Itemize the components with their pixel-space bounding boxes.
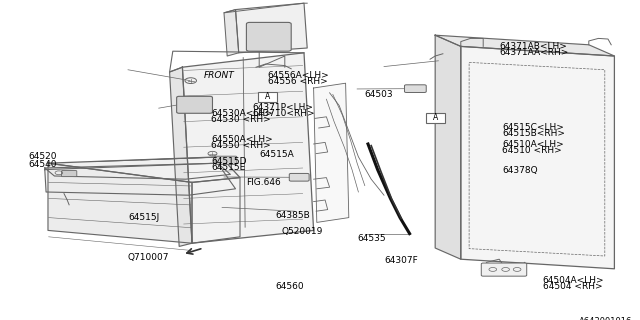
- Text: A: A: [265, 92, 270, 101]
- Text: 64535: 64535: [357, 234, 386, 243]
- FancyBboxPatch shape: [404, 85, 426, 92]
- Text: 64504A<LH>: 64504A<LH>: [543, 276, 604, 285]
- Text: 64371P<LH>: 64371P<LH>: [253, 103, 314, 112]
- Polygon shape: [45, 163, 236, 195]
- Polygon shape: [48, 157, 240, 182]
- FancyBboxPatch shape: [246, 22, 291, 51]
- Text: FIG.646: FIG.646: [246, 178, 281, 187]
- FancyBboxPatch shape: [289, 173, 309, 181]
- Polygon shape: [461, 46, 614, 269]
- Text: 64385B: 64385B: [275, 211, 310, 220]
- Text: 64515J: 64515J: [128, 213, 159, 222]
- Text: 64520: 64520: [29, 152, 58, 161]
- Text: 64530A<LH>: 64530A<LH>: [211, 109, 273, 118]
- Text: Q710007: Q710007: [128, 253, 170, 262]
- FancyBboxPatch shape: [61, 171, 77, 177]
- Polygon shape: [314, 83, 349, 222]
- Text: A: A: [433, 113, 438, 122]
- Polygon shape: [182, 53, 314, 243]
- Polygon shape: [45, 163, 230, 179]
- Text: 64515E: 64515E: [211, 163, 246, 172]
- Text: 64510 <RH>: 64510 <RH>: [502, 146, 562, 155]
- Text: Q520019: Q520019: [282, 227, 323, 236]
- Polygon shape: [435, 35, 461, 259]
- FancyBboxPatch shape: [177, 96, 212, 113]
- FancyBboxPatch shape: [215, 156, 237, 164]
- Text: 64556 <RH>: 64556 <RH>: [268, 77, 327, 86]
- Text: 64560: 64560: [275, 282, 304, 291]
- Text: 64556A<LH>: 64556A<LH>: [268, 71, 329, 80]
- Text: 64515A: 64515A: [259, 150, 294, 159]
- Text: 64540: 64540: [29, 160, 58, 169]
- Polygon shape: [224, 10, 239, 56]
- Text: 643710<RH>: 643710<RH>: [253, 109, 316, 118]
- Text: 64515D: 64515D: [211, 157, 246, 166]
- Text: 64307F: 64307F: [384, 256, 418, 265]
- Text: 64510A<LH>: 64510A<LH>: [502, 140, 564, 149]
- FancyBboxPatch shape: [481, 263, 527, 276]
- FancyBboxPatch shape: [426, 113, 445, 123]
- Text: 64371AB<LH>: 64371AB<LH>: [499, 42, 567, 51]
- Polygon shape: [435, 35, 614, 56]
- Polygon shape: [236, 3, 307, 53]
- Text: 64371AA<RH>: 64371AA<RH>: [499, 48, 568, 57]
- Text: 64530 <RH>: 64530 <RH>: [211, 115, 271, 124]
- Text: 64504 <RH>: 64504 <RH>: [543, 282, 602, 291]
- Text: 64550A<LH>: 64550A<LH>: [211, 135, 273, 144]
- Text: FRONT: FRONT: [204, 71, 234, 80]
- Text: 64515C<LH>: 64515C<LH>: [502, 123, 564, 132]
- Text: A643001016: A643001016: [579, 317, 632, 320]
- Polygon shape: [170, 67, 192, 246]
- Polygon shape: [192, 178, 240, 243]
- Text: 64503: 64503: [365, 90, 394, 99]
- Text: 64515B<RH>: 64515B<RH>: [502, 129, 565, 138]
- Polygon shape: [48, 163, 192, 243]
- Text: 64378Q: 64378Q: [502, 166, 538, 175]
- Text: 64550 <RH>: 64550 <RH>: [211, 141, 271, 150]
- FancyBboxPatch shape: [258, 92, 277, 102]
